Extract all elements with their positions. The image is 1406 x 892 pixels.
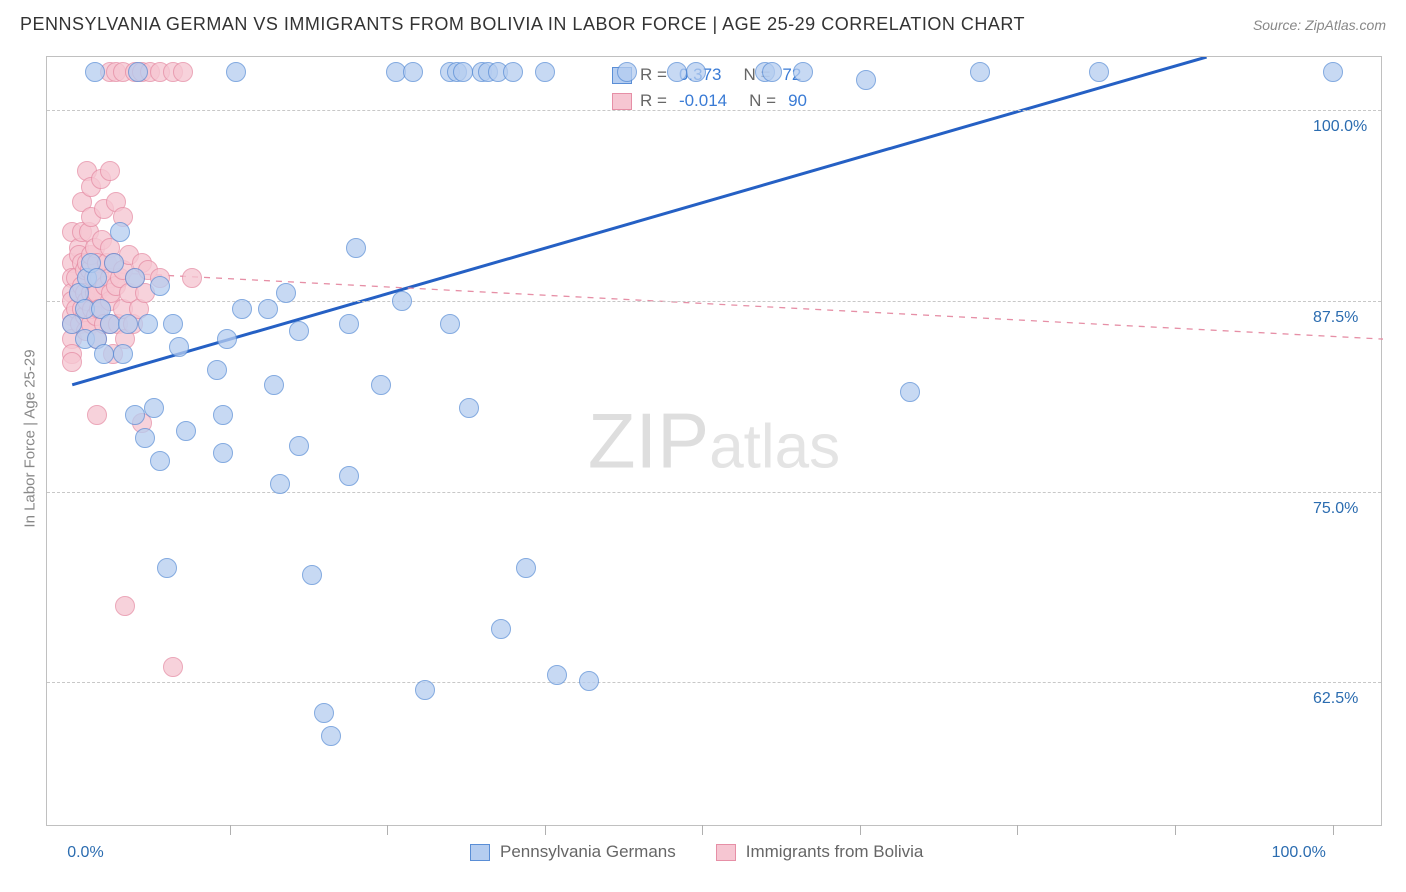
data-point [970, 62, 990, 82]
data-point [62, 352, 82, 372]
data-point [125, 268, 145, 288]
data-point [346, 238, 366, 258]
data-point [1323, 62, 1343, 82]
data-point [100, 161, 120, 181]
legend-item: Immigrants from Bolivia [716, 842, 924, 862]
data-point [900, 382, 920, 402]
data-point [138, 314, 158, 334]
data-point [276, 283, 296, 303]
legend: Pennsylvania Germans Immigrants from Boli… [470, 842, 923, 862]
data-point [87, 268, 107, 288]
x-tick-mark [545, 825, 546, 835]
y-axis-label: In Labor Force | Age 25-29 [22, 339, 39, 539]
x-tick-mark [1333, 825, 1334, 835]
gridline [47, 492, 1381, 493]
legend-swatch [716, 844, 736, 861]
data-point [453, 62, 473, 82]
data-point [459, 398, 479, 418]
legend-swatch [612, 93, 632, 110]
x-tick-mark [1017, 825, 1018, 835]
data-point [371, 375, 391, 395]
data-point [579, 671, 599, 691]
data-point [173, 62, 193, 82]
data-point [491, 619, 511, 639]
data-point [415, 680, 435, 700]
data-point [169, 337, 189, 357]
legend-label: Pennsylvania Germans [500, 842, 676, 862]
data-point [110, 222, 130, 242]
chart-title: PENNSYLVANIA GERMAN VS IMMIGRANTS FROM B… [20, 14, 1025, 35]
y-tick-label: 75.0% [1313, 500, 1358, 518]
data-point [87, 405, 107, 425]
data-point [617, 62, 637, 82]
legend-swatch [470, 844, 490, 861]
data-point [150, 276, 170, 296]
x-tick-mark [387, 825, 388, 835]
data-point [258, 299, 278, 319]
source-label: Source: ZipAtlas.com [1253, 17, 1386, 33]
data-point [104, 253, 124, 273]
data-point [113, 344, 133, 364]
scatter-plot-area: ZIPatlas R = 0.373N = 72R = -0.014N = 90… [46, 56, 1382, 826]
data-point [339, 466, 359, 486]
data-point [686, 62, 706, 82]
data-point [289, 436, 309, 456]
data-point [314, 703, 334, 723]
x-tick-label: 0.0% [67, 844, 103, 862]
data-point [264, 375, 284, 395]
data-point [856, 70, 876, 90]
data-point [321, 726, 341, 746]
data-point [135, 428, 155, 448]
y-tick-label: 100.0% [1313, 118, 1367, 136]
x-tick-mark [860, 825, 861, 835]
y-tick-label: 87.5% [1313, 309, 1358, 327]
data-point [516, 558, 536, 578]
data-point [302, 565, 322, 585]
data-point [85, 62, 105, 82]
data-point [163, 314, 183, 334]
data-point [1089, 62, 1109, 82]
stat-r-label: R = [640, 62, 667, 88]
data-point [94, 344, 114, 364]
legend-item: Pennsylvania Germans [470, 842, 676, 862]
data-point [182, 268, 202, 288]
data-point [762, 62, 782, 82]
data-point [793, 62, 813, 82]
trend-lines [47, 57, 1383, 827]
x-tick-mark [702, 825, 703, 835]
data-point [150, 451, 170, 471]
data-point [115, 596, 135, 616]
watermark: ZIPatlas [588, 396, 840, 487]
data-point [128, 62, 148, 82]
gridline [47, 682, 1381, 683]
data-point [440, 314, 460, 334]
data-point [213, 405, 233, 425]
gridline [47, 110, 1381, 111]
x-tick-mark [230, 825, 231, 835]
data-point [339, 314, 359, 334]
data-point [207, 360, 227, 380]
data-point [217, 329, 237, 349]
data-point [403, 62, 423, 82]
data-point [392, 291, 412, 311]
data-point [163, 657, 183, 677]
data-point [157, 558, 177, 578]
data-point [176, 421, 196, 441]
data-point [232, 299, 252, 319]
data-point [226, 62, 246, 82]
data-point [125, 405, 145, 425]
x-tick-mark [1175, 825, 1176, 835]
data-point [503, 62, 523, 82]
data-point [213, 443, 233, 463]
data-point [547, 665, 567, 685]
x-tick-label: 100.0% [1272, 844, 1326, 862]
data-point [667, 62, 687, 82]
data-point [144, 398, 164, 418]
data-point [535, 62, 555, 82]
data-point [118, 314, 138, 334]
data-point [289, 321, 309, 341]
y-tick-label: 62.5% [1313, 690, 1358, 708]
legend-label: Immigrants from Bolivia [746, 842, 924, 862]
data-point [270, 474, 290, 494]
